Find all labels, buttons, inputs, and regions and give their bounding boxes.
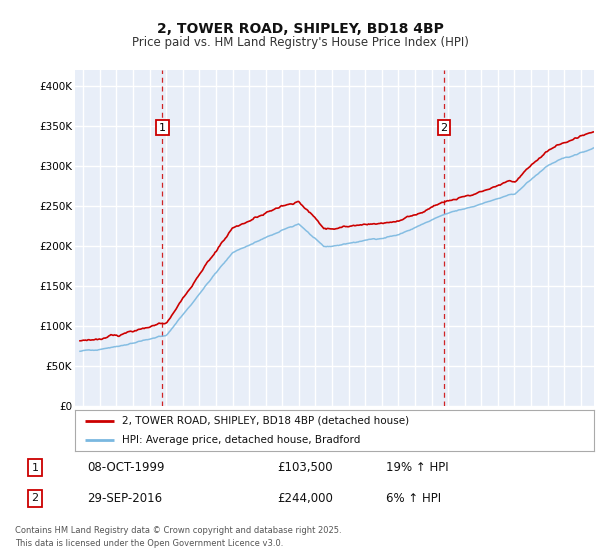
Text: 08-OCT-1999: 08-OCT-1999: [87, 461, 164, 474]
Text: 19% ↑ HPI: 19% ↑ HPI: [386, 461, 449, 474]
Text: 2, TOWER ROAD, SHIPLEY, BD18 4BP (detached house): 2, TOWER ROAD, SHIPLEY, BD18 4BP (detach…: [122, 416, 409, 426]
Text: 2: 2: [31, 493, 38, 503]
Text: 2: 2: [440, 123, 448, 133]
Text: Contains HM Land Registry data © Crown copyright and database right 2025.
This d: Contains HM Land Registry data © Crown c…: [15, 526, 341, 548]
Text: £103,500: £103,500: [277, 461, 332, 474]
Text: £244,000: £244,000: [277, 492, 333, 505]
Text: 6% ↑ HPI: 6% ↑ HPI: [386, 492, 442, 505]
Text: Price paid vs. HM Land Registry's House Price Index (HPI): Price paid vs. HM Land Registry's House …: [131, 36, 469, 49]
Text: HPI: Average price, detached house, Bradford: HPI: Average price, detached house, Brad…: [122, 435, 360, 445]
Text: 2, TOWER ROAD, SHIPLEY, BD18 4BP: 2, TOWER ROAD, SHIPLEY, BD18 4BP: [157, 22, 443, 36]
Text: 1: 1: [159, 123, 166, 133]
Text: 1: 1: [32, 463, 38, 473]
Text: 29-SEP-2016: 29-SEP-2016: [87, 492, 162, 505]
